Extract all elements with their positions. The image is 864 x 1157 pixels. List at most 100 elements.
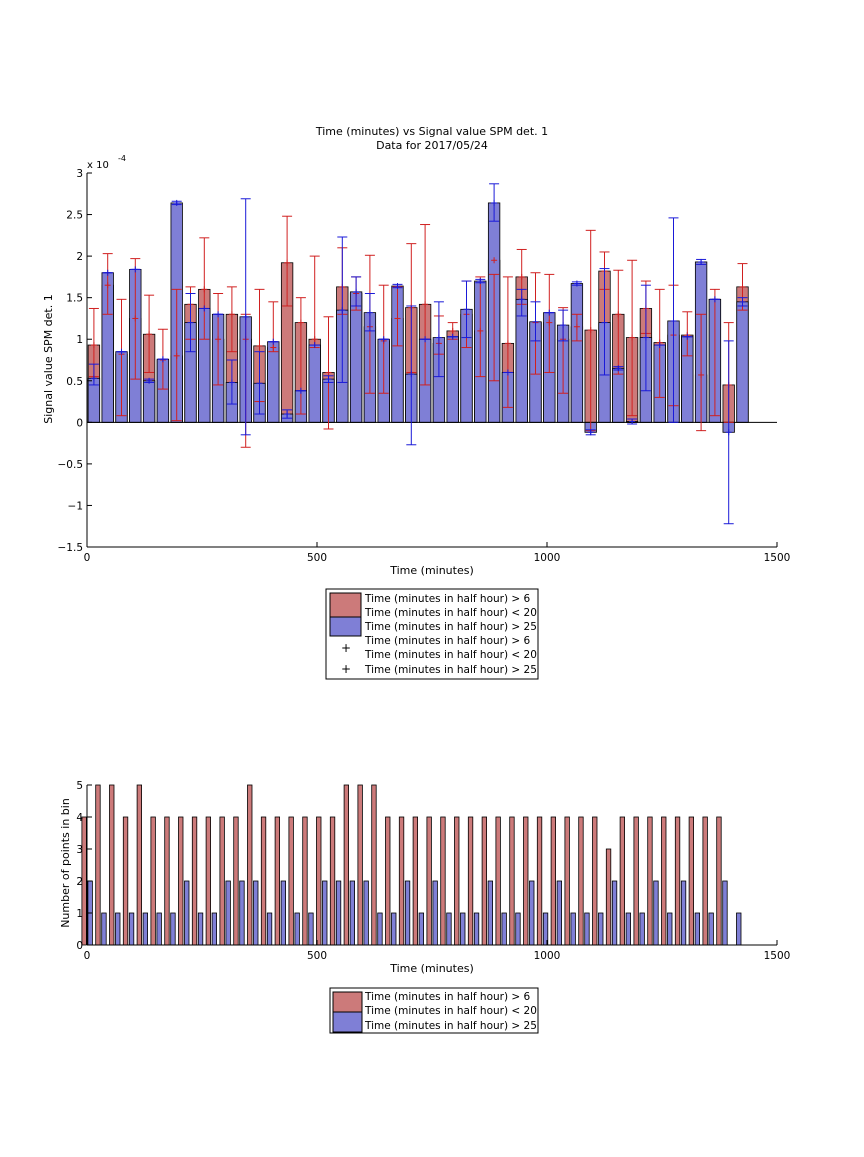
count-bar-red (164, 816, 170, 946)
count-bar-red (398, 816, 405, 946)
count-bar-red (136, 784, 143, 946)
bar-blue (515, 298, 528, 423)
count-bar-blue (115, 912, 121, 946)
count-bar-red (509, 816, 515, 946)
count-bar-blue (680, 880, 687, 946)
legend-label: Time (minutes in half hour) < 20 (364, 1005, 537, 1017)
y-tick-label: 3 (76, 844, 83, 856)
count-bar-red (178, 816, 184, 946)
count-bar-blue (722, 880, 728, 946)
y-tick-label: −1 (68, 500, 83, 512)
bar-blue (267, 341, 280, 423)
x-tick-label: 0 (84, 950, 91, 962)
count-bar-blue (694, 912, 700, 946)
y-tick-label: 3 (76, 168, 83, 180)
bar-blue (570, 283, 584, 423)
count-bar-red (412, 816, 419, 946)
count-bar-blue (128, 912, 135, 946)
count-bar-blue (515, 912, 521, 946)
x-tick-label: 0 (84, 552, 91, 564)
legend-label: Time (minutes in half hour) < 20 (364, 649, 537, 661)
y-exponent-base: x 10 (87, 160, 109, 171)
y-axis-label: Number of points in bin (59, 798, 72, 928)
count-bar-blue (294, 912, 300, 946)
count-bar-blue (101, 912, 107, 946)
count-bar-red (233, 816, 239, 946)
bar-blue (446, 336, 459, 423)
legend-swatch-red (329, 592, 362, 618)
count-bar-red (122, 816, 129, 946)
signal-chart: Time (minutes) vs Signal value SPM det. … (42, 125, 790, 680)
count-bar-red (454, 816, 460, 946)
y-exponent-power: -4 (118, 154, 126, 163)
count-bar-red (605, 848, 612, 946)
count-bar-red (205, 816, 212, 946)
bar-blue (142, 380, 156, 423)
y-tick-label: 2 (76, 876, 83, 888)
count-bar-red (81, 816, 87, 946)
count-bar-red (647, 816, 653, 946)
signal-plot-area (87, 183, 777, 525)
count-bar-red (440, 816, 446, 946)
y-tick-label: 0.5 (66, 376, 83, 388)
count-bar-blue (197, 912, 204, 946)
count-bar-blue (667, 912, 673, 946)
count-bar-blue (653, 880, 659, 946)
count-bar-red (385, 816, 391, 946)
count-bar-red (495, 816, 501, 946)
count-bar-blue (625, 912, 631, 946)
bar-blue (349, 291, 363, 423)
count-bar-blue (225, 880, 231, 946)
count-bar-blue (584, 912, 590, 946)
count-bar-red (191, 816, 198, 946)
count-bar-blue (404, 880, 411, 946)
y-tick-label: 1 (76, 908, 83, 920)
y-tick-label: 0 (76, 417, 83, 429)
count-bar-red (688, 816, 694, 946)
y-tick-label: −1.5 (58, 542, 84, 554)
count-bar-red (467, 816, 474, 946)
count-bar-blue (184, 880, 190, 946)
count-bar-blue (363, 880, 369, 946)
y-tick-label: 1.5 (66, 293, 83, 305)
count-bar-blue (460, 912, 466, 946)
count-bar-blue (142, 912, 149, 946)
x-tick-label: 500 (307, 950, 327, 962)
count-bar-red (426, 816, 432, 946)
bar-blue (612, 367, 625, 423)
count-bar-red (219, 816, 225, 946)
y-tick-label: 4 (76, 812, 83, 824)
count-bar-red (343, 784, 350, 946)
count-bar-blue (170, 912, 176, 946)
count-bar-red (288, 816, 294, 946)
count-bar-blue (308, 912, 314, 946)
count-plot-area (81, 784, 742, 946)
count-bar-red (661, 816, 667, 946)
count-bar-blue (639, 912, 645, 946)
count-bar-blue (239, 880, 245, 946)
count-bar-red (247, 784, 253, 946)
y-tick-label: 0 (76, 940, 83, 952)
count-bar-red (523, 816, 529, 946)
y-tick-label: 5 (76, 780, 83, 792)
bar-blue (308, 344, 321, 423)
count-bar-blue (349, 880, 356, 946)
count-bar-blue (446, 912, 452, 946)
count-bar-red (633, 816, 639, 946)
y-tick-label: 1 (76, 334, 83, 346)
count-bar-red (371, 784, 377, 946)
count-bar-blue (280, 880, 287, 946)
legend-swatch-blue (329, 616, 362, 637)
count-bar-red (674, 816, 681, 946)
count-bar-blue (156, 912, 162, 946)
legend-marker-red-plus: + (341, 641, 351, 655)
count-bar-blue (391, 912, 397, 946)
count-bar-blue (266, 912, 273, 946)
y-tick-label: 2 (76, 251, 83, 263)
count-bar-blue (598, 912, 604, 946)
count-bar-blue (556, 880, 562, 946)
legend-label: Time (minutes in half hour) > 25 (364, 664, 537, 676)
count-bar-red (481, 816, 488, 946)
